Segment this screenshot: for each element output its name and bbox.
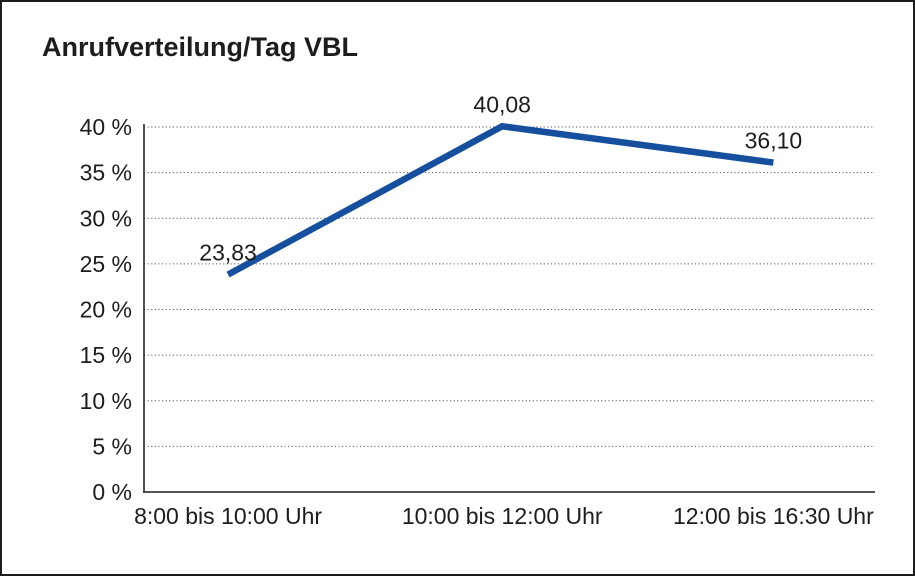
y-tick-label: 20 % [80, 297, 132, 323]
data-point-label: 36,10 [745, 128, 803, 154]
y-tick-label: 40 % [80, 114, 132, 140]
y-tick-label: 0 % [92, 479, 132, 505]
y-tick-label: 10 % [80, 388, 132, 414]
data-point-label: 40,08 [473, 91, 531, 117]
y-tick-label: 30 % [80, 205, 132, 231]
y-tick-label: 25 % [80, 251, 132, 277]
y-tick-label: 5 % [92, 433, 132, 459]
y-tick-label: 15 % [80, 342, 132, 368]
y-tick-label: 35 % [80, 160, 132, 186]
x-category-label: 10:00 bis 12:00 Uhr [402, 503, 603, 529]
x-category-label: 8:00 bis 10:00 Uhr [134, 503, 322, 529]
data-series-line [226, 122, 774, 278]
data-point-label: 23,83 [199, 240, 257, 266]
x-category-label: 12:00 bis 16:30 Uhr [673, 503, 874, 529]
chart-title: Anrufverteilung/Tag VBL [42, 32, 359, 62]
